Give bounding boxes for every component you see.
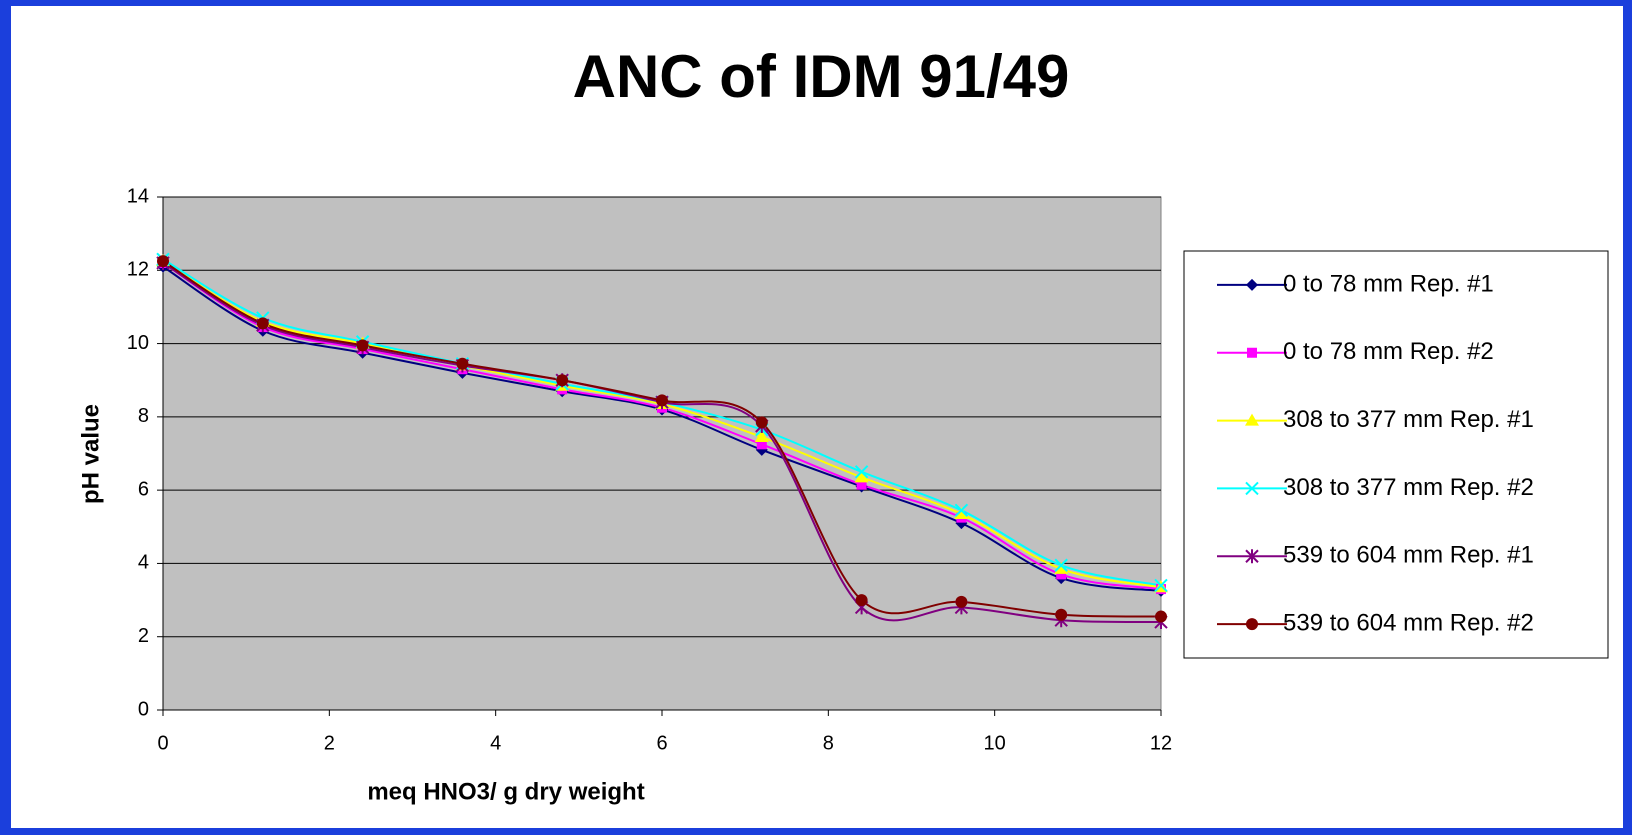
legend-label: 308 to 377 mm Rep. #2 <box>1283 474 1534 501</box>
marker <box>854 470 869 483</box>
y-axis-label: pH value <box>77 404 104 504</box>
marker <box>656 394 668 407</box>
y-tick-label: 10 <box>127 332 149 354</box>
legend: 0 to 78 mm Rep. #1 0 to 78 mm Rep. #2 308 … <box>1183 250 1609 659</box>
y-tick-label: 2 <box>138 625 149 647</box>
marker <box>1245 549 1259 564</box>
x-axis-label: meq HNO3/ g dry weight <box>367 778 644 805</box>
marker <box>1246 278 1258 291</box>
marker <box>1245 413 1259 426</box>
marker <box>256 317 269 330</box>
y-tick-label: 4 <box>138 552 149 574</box>
x-tick-label: 2 <box>324 732 335 754</box>
marker <box>855 594 868 607</box>
legend-label: 539 to 604 mm Rep. #2 <box>1283 609 1534 636</box>
marker <box>955 595 968 608</box>
marker <box>1245 481 1259 496</box>
legend-label: 539 to 604 mm Rep. #1 <box>1283 542 1534 569</box>
marker <box>1154 578 1168 593</box>
x-tick-label: 4 <box>490 732 501 754</box>
y-tick-label: 0 <box>138 698 149 720</box>
marker <box>1246 618 1258 631</box>
marker <box>1054 561 1069 574</box>
x-tick-label: 6 <box>656 732 667 754</box>
x-tick-label: 8 <box>823 732 834 754</box>
x-tick-label: 10 <box>984 732 1006 754</box>
legend-label: 0 to 78 mm Rep. #1 <box>1283 270 1494 297</box>
y-tick-label: 12 <box>127 259 149 281</box>
marker <box>1055 608 1068 621</box>
marker <box>1247 347 1257 358</box>
marker <box>754 430 769 443</box>
series-line <box>162 262 1162 624</box>
legend-box <box>1183 250 1609 659</box>
marker <box>1155 610 1167 623</box>
marker <box>756 439 767 450</box>
y-tick-label: 8 <box>138 405 149 427</box>
marker <box>356 339 369 352</box>
marker <box>755 416 768 429</box>
marker <box>954 503 969 518</box>
marker <box>456 357 469 370</box>
marker <box>854 465 869 479</box>
y-tick-label: 14 <box>127 185 149 207</box>
marker <box>157 255 169 268</box>
series-line <box>162 260 1162 618</box>
legend-label: 308 to 377 mm Rep. #1 <box>1283 406 1534 433</box>
x-tick-label: 0 <box>157 732 168 754</box>
marker <box>556 374 569 387</box>
marker <box>954 506 969 519</box>
x-tick-label: 12 <box>1150 732 1172 754</box>
plot-area <box>162 196 1162 711</box>
chart-title: ANC of IDM 91/49 <box>573 43 1070 110</box>
marker <box>1054 558 1068 572</box>
y-tick-label: 6 <box>138 478 149 500</box>
legend-label: 0 to 78 mm Rep. #2 <box>1283 338 1494 365</box>
marker <box>856 479 867 490</box>
marker <box>1056 569 1067 580</box>
